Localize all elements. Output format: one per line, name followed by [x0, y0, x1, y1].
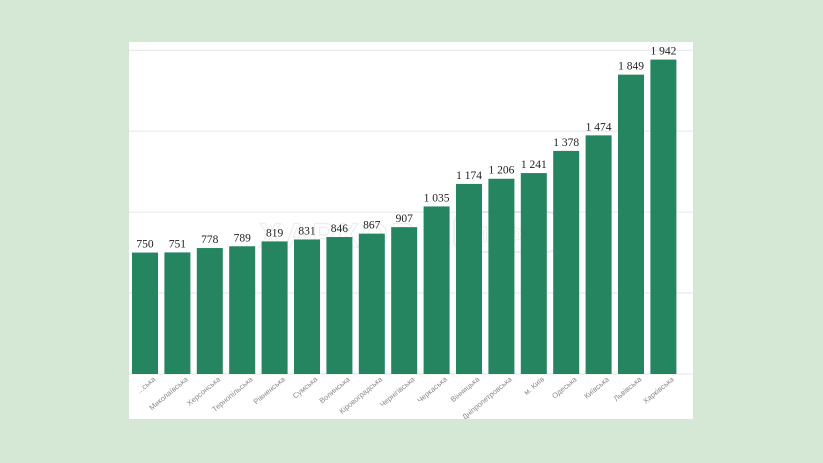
category-label: Черкаська [415, 374, 449, 405]
bar [164, 252, 191, 374]
value-label: 1 849 [618, 61, 644, 73]
value-label: 778 [201, 234, 219, 246]
bar [261, 241, 288, 374]
category-label: Харківська [641, 374, 676, 406]
bar [132, 252, 158, 374]
value-label: 846 [331, 223, 349, 235]
category-label: Чернігівська [378, 374, 417, 409]
category-label: Рівненська [252, 374, 288, 406]
category-label: Львівська [612, 374, 644, 403]
bars [132, 59, 677, 374]
bar [520, 173, 547, 374]
bar [456, 183, 482, 374]
value-label: 1 174 [456, 170, 482, 182]
category-label: Київська [582, 374, 611, 401]
category-label: Одеська [550, 374, 579, 400]
value-label: 1 241 [521, 159, 547, 171]
category-label: м. Київ [522, 375, 546, 397]
bar [553, 150, 580, 374]
bar [326, 237, 353, 374]
value-label: 751 [169, 238, 187, 250]
value-label: 831 [298, 225, 316, 237]
value-label: 1 206 [488, 165, 514, 177]
bar [585, 135, 612, 374]
category-label: Сумська [291, 374, 320, 400]
bar-chart: ХАРКОВ ИНФО 7507517787898198318468679071… [129, 46, 693, 419]
value-label: 789 [234, 232, 252, 244]
value-label: 1 942 [650, 46, 676, 58]
bar [358, 233, 385, 374]
value-label: 867 [363, 220, 381, 232]
category-label: ...ська [135, 374, 158, 395]
bar [423, 206, 450, 374]
value-label: 1 474 [586, 121, 612, 133]
value-label: 750 [136, 239, 154, 251]
value-labels: 750 751 778 789 819 831 846 867 907 1 035 1 174 1 2… [136, 46, 676, 251]
bar [294, 239, 320, 374]
bar [391, 227, 418, 374]
chart-panel: ХАРКОВ ИНФО 7507517787898198318468679071… [129, 42, 693, 419]
bar [196, 248, 223, 374]
value-label: 1 378 [553, 137, 579, 149]
value-label: 907 [396, 213, 414, 225]
bar [618, 74, 644, 374]
bar [229, 246, 256, 374]
category-labels: ...ськаМиколаївськаХерсонськаТернопільсь… [135, 374, 676, 419]
bar [488, 178, 515, 374]
value-label: 819 [266, 227, 284, 239]
value-label: 1 035 [424, 192, 450, 204]
bar [650, 59, 677, 374]
